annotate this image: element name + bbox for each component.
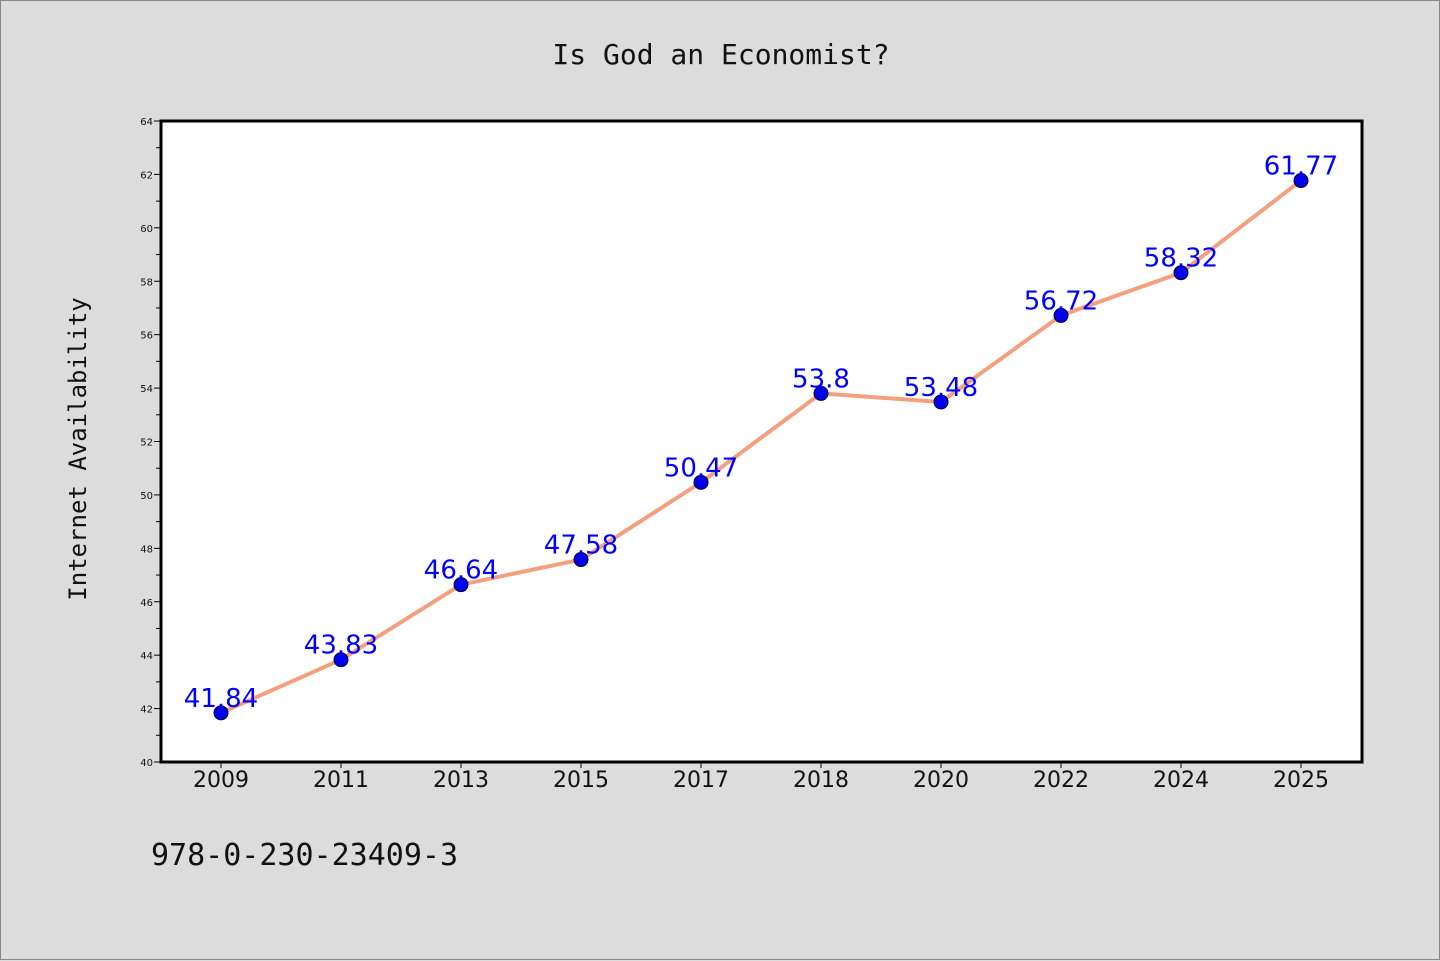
y-tick-label: 48 (140, 544, 153, 555)
y-tick-label: 40 (140, 758, 153, 769)
x-tick-label: 2009 (193, 768, 249, 793)
footer-isbn: 978-0-230-23409-3 (151, 838, 458, 873)
data-point (1173, 265, 1189, 281)
data-point (813, 385, 829, 401)
x-tick-label: 2020 (913, 768, 969, 793)
data-label: 56.72 (1024, 286, 1098, 316)
data-label: 41.84 (184, 684, 258, 714)
data-label: 53.48 (904, 373, 978, 403)
data-label: 43.83 (304, 631, 378, 661)
y-tick-label: 52 (140, 438, 153, 449)
plot-area (159, 119, 1364, 764)
marker-group (213, 173, 1309, 721)
y-tick-label: 58 (140, 277, 153, 288)
y-tick-label: 56 (140, 331, 153, 342)
data-label: 47.58 (544, 531, 618, 561)
x-tick-label: 2018 (793, 768, 849, 793)
y-axis-label: Internet Availability (64, 297, 92, 600)
y-tick-label: 54 (140, 384, 153, 395)
data-point (1293, 173, 1309, 189)
y-tick-label: 44 (140, 651, 153, 662)
y-tick-label: 60 (140, 224, 153, 235)
x-tick-label: 2013 (433, 768, 489, 793)
x-axis: 2009 2011 2013 2015 2017 2018 2020 2022 2024 2025 (193, 762, 1329, 793)
data-label: 46.64 (424, 556, 498, 586)
data-label: 53.8 (792, 364, 850, 394)
data-point (213, 705, 229, 721)
y-tick-label: 62 (140, 170, 153, 181)
data-label: 50.47 (664, 453, 738, 483)
data-point (693, 474, 709, 490)
data-point (933, 394, 949, 410)
x-tick-label: 2015 (553, 768, 609, 793)
series-line (219, 178, 1303, 715)
data-point (333, 652, 349, 668)
data-label: 58.32 (1144, 244, 1218, 274)
data-label-group: 41.84 43.83 46.64 47.58 50.47 53.8 53.48 56.72 5… (184, 152, 1338, 714)
y-tick-label: 50 (140, 491, 153, 502)
x-tick-label: 2025 (1273, 768, 1329, 793)
y-tick-label: 42 (140, 705, 153, 716)
data-point (453, 577, 469, 593)
data-point (573, 552, 589, 568)
y-axis: 40 42 44 46 48 50 52 54 56 58 60 62 64 (140, 117, 161, 769)
x-tick-label: 2024 (1153, 768, 1209, 793)
series-line-group (219, 178, 1303, 715)
y-tick-label: 46 (140, 598, 153, 609)
x-tick-label: 2011 (313, 768, 369, 793)
data-label: 61.77 (1264, 152, 1338, 182)
chart-title: Is God an Economist? (552, 38, 889, 71)
data-point (1053, 307, 1069, 323)
x-tick-label: 2017 (673, 768, 729, 793)
y-tick-label: 64 (140, 117, 153, 128)
x-tick-label: 2022 (1033, 768, 1089, 793)
